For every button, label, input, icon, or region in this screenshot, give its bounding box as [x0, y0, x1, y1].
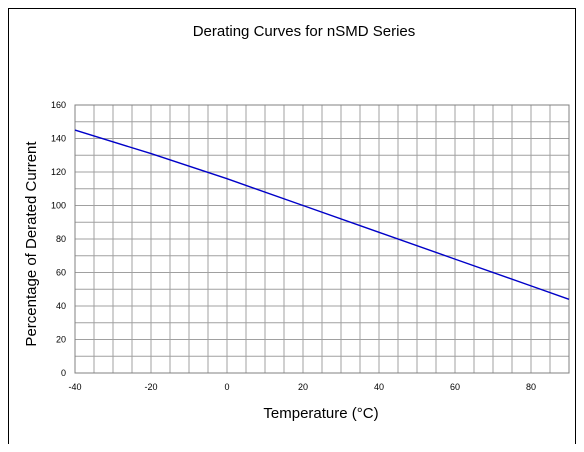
x-axis-label: Temperature (°C) [263, 405, 378, 422]
y-tick-label: 100 [51, 201, 66, 211]
y-tick-label: 80 [56, 234, 66, 244]
y-tick-label: 120 [51, 167, 66, 177]
plot-area-border [74, 104, 570, 374]
grid [75, 105, 569, 373]
x-tick-label: 20 [298, 382, 308, 392]
series-layer [74, 129, 570, 300]
y-tick-label: 0 [61, 368, 66, 378]
x-tick-label: 60 [450, 382, 460, 392]
y-tick-label: 60 [56, 268, 66, 278]
y-axis-label: Percentage of Derated Current [23, 141, 40, 347]
chart-frame: Derating Curves for nSMD Series -40 -20 0 2… [8, 8, 576, 444]
x-tick-label: -40 [68, 382, 81, 392]
x-tick-label: 80 [526, 382, 536, 392]
x-tick-label: 0 [224, 382, 229, 392]
tick-labels: -40 -20 0 20 40 60 80 0 20 40 60 80 100 120 140 160 [51, 100, 536, 392]
derating-curve-line [74, 129, 570, 300]
y-tick-label: 160 [51, 100, 66, 110]
y-tick-label: 40 [56, 301, 66, 311]
y-tick-label: 20 [56, 335, 66, 345]
chart-svg: Derating Curves for nSMD Series -40 -20 0 2… [23, 23, 570, 422]
y-tick-label: 140 [51, 134, 66, 144]
x-tick-label: -20 [144, 382, 157, 392]
x-tick-label: 40 [374, 382, 384, 392]
chart-title: Derating Curves for nSMD Series [193, 23, 416, 40]
